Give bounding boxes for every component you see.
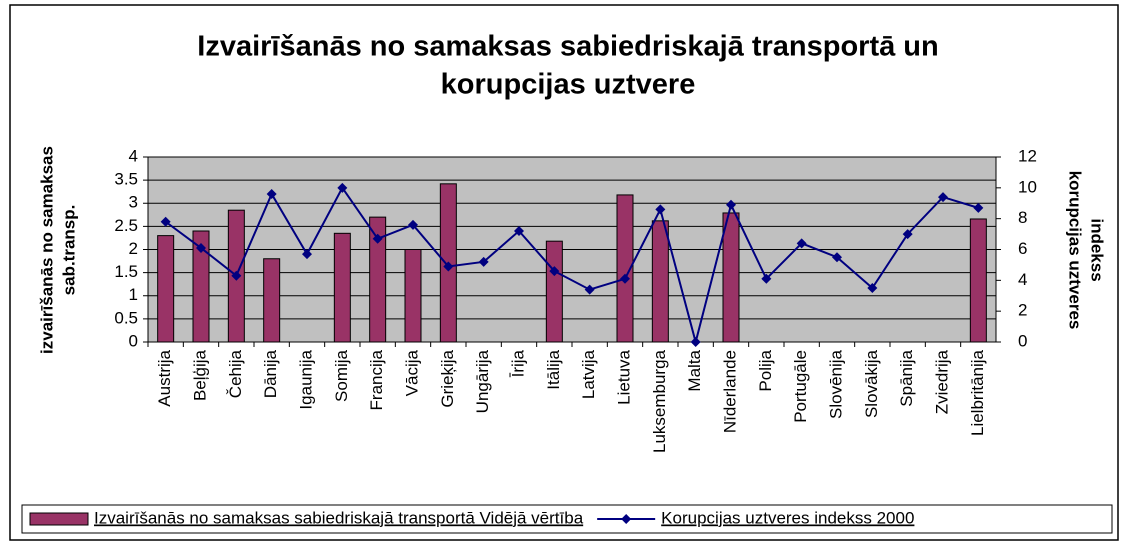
y-tick-label: 4 [129, 146, 138, 165]
marker [266, 189, 277, 199]
bar [333, 232, 351, 343]
bar [722, 212, 740, 343]
x-tick-label: Malta [685, 349, 704, 391]
y-tick-label: 3.5 [114, 170, 138, 189]
marker [832, 252, 842, 263]
x-tick-label: Latvija [579, 349, 598, 399]
y-tick-label: 0.5 [114, 308, 138, 327]
x-tick-label: Vācija [402, 349, 421, 396]
bar [969, 218, 987, 343]
x-tick-label: Čehija [226, 349, 245, 398]
y-tick-label: 2.5 [114, 216, 138, 235]
marker [196, 242, 206, 253]
legend [21, 504, 1113, 534]
x-tick-label: Spānija [897, 349, 916, 406]
y-tick-label: 1 [129, 285, 138, 304]
bar [404, 249, 422, 343]
y-tick-label: 0 [129, 331, 138, 350]
marker [231, 270, 242, 281]
marker [478, 256, 489, 267]
legend-label: Izvairīšanās no samaksas sabiedriskajā t… [94, 508, 584, 527]
marker [408, 219, 418, 230]
y2-tick-label: 8 [1018, 208, 1027, 227]
marker [655, 204, 666, 215]
x-tick-label: Francija [367, 349, 386, 410]
x-tick-label: Somija [332, 349, 351, 402]
x-tick-label: Polija [756, 349, 775, 391]
y-tick-label: 1.5 [114, 262, 138, 281]
x-tick-label: Slovākija [862, 349, 881, 418]
legend-label: Korupcijas uztveres indekss 2000 [661, 508, 914, 527]
x-tick-label: Nīderlande [720, 350, 739, 433]
y-axis-label: sab.transp. [59, 205, 78, 296]
x-tick-label: Itālija [544, 349, 563, 389]
marker [690, 337, 701, 347]
marker [160, 216, 171, 227]
bar [616, 194, 634, 343]
x-tick-label: Dānija [261, 349, 280, 398]
y2-axis-label: korupcijas uztveres [1066, 171, 1085, 330]
x-tick-label: Luksemburga [650, 349, 669, 453]
bar [263, 258, 281, 343]
marker [620, 273, 630, 284]
x-tick-label: Ungārija [473, 349, 492, 413]
marker [726, 199, 736, 210]
x-tick-label: Grieķija [438, 349, 457, 407]
y2-tick-label: 4 [1018, 270, 1027, 289]
x-tick-label: Igaunija [296, 349, 315, 409]
marker [549, 266, 560, 277]
bar [369, 216, 387, 343]
chart-title: Izvairīšanās no samaksas sabiedriskajā t… [197, 31, 938, 63]
line [165, 185, 979, 346]
y-tick-label: 2 [129, 239, 138, 258]
marker [584, 284, 595, 295]
bar [157, 235, 175, 343]
marker [514, 226, 524, 236]
bar [651, 220, 669, 343]
y2-tick-label: 0 [1018, 331, 1027, 350]
x-tick-label: Beļģija [190, 349, 209, 401]
marker [337, 182, 348, 193]
bar [545, 240, 563, 343]
y2-tick-label: 6 [1018, 239, 1027, 258]
x-tick-label: Austrija [155, 349, 174, 406]
marker [796, 238, 807, 249]
marker [443, 261, 454, 272]
legend-swatch [29, 512, 89, 526]
x-tick-label: Īrija [508, 349, 527, 377]
marker [372, 233, 383, 244]
chart-title: korupcijas uztvere [441, 69, 696, 101]
x-tick-label: Lietuva [614, 349, 633, 404]
y2-tick-label: 2 [1018, 301, 1027, 320]
legend-swatch [621, 514, 632, 524]
x-tick-label: Slovēnija [826, 349, 845, 419]
x-tick-label: Portugāle [791, 350, 810, 423]
marker [973, 202, 984, 213]
marker [761, 273, 772, 284]
marker [938, 192, 948, 203]
marker [902, 229, 913, 240]
x-tick-label: Lielbritānija [968, 349, 987, 436]
y-axis-label: izvairīšanās no samaksas [37, 146, 56, 354]
y2-axis-label: indekss [1088, 218, 1107, 281]
y2-tick-label: 10 [1018, 177, 1037, 196]
y-tick-label: 3 [129, 193, 138, 212]
marker [867, 283, 878, 294]
marker [302, 249, 312, 260]
y2-tick-label: 12 [1018, 146, 1037, 165]
x-tick-label: Zviedrija [932, 349, 951, 414]
bar [192, 230, 210, 343]
